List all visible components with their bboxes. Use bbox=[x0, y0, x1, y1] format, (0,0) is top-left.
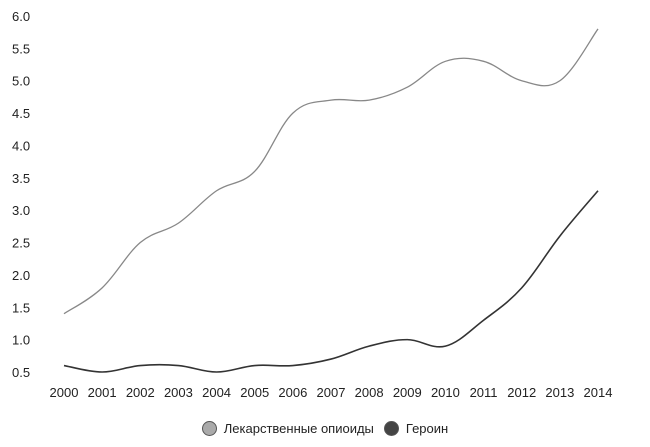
x-tick-label: 2004 bbox=[202, 385, 231, 400]
legend-item-heroin[interactable]: Героин bbox=[383, 421, 449, 436]
x-tick-label: 2010 bbox=[431, 385, 460, 400]
legend-item-prescription-opioids[interactable]: Лекарственные опиоиды bbox=[201, 421, 374, 436]
y-tick-label: 6.0 bbox=[12, 9, 30, 24]
y-tick-label: 4.5 bbox=[12, 106, 30, 121]
x-axis-tick-labels: 2000 2001 2002 2003 2004 2005 2006 2007 2008 2009… bbox=[50, 385, 613, 400]
y-tick-label: 5.0 bbox=[12, 74, 30, 89]
y-tick-label: 3.0 bbox=[12, 203, 30, 218]
y-tick-label: 5.5 bbox=[12, 41, 30, 56]
x-tick-label: 2000 bbox=[50, 385, 79, 400]
x-tick-label: 2002 bbox=[126, 385, 155, 400]
legend: Лекарственные опиоиды Героин bbox=[0, 421, 650, 436]
y-tick-label: 0.5 bbox=[12, 365, 30, 380]
y-tick-label: 4.0 bbox=[12, 138, 30, 153]
x-tick-label: 2006 bbox=[278, 385, 307, 400]
legend-swatch-icon bbox=[383, 421, 399, 436]
y-tick-label: 2.0 bbox=[12, 268, 30, 283]
x-tick-label: 2011 bbox=[470, 385, 498, 400]
legend-label: Лекарственные опиоиды bbox=[223, 421, 374, 436]
series-line-prescription-opioids bbox=[63, 28, 599, 315]
series-line-heroin bbox=[63, 190, 599, 373]
y-tick-label: 2.5 bbox=[12, 236, 30, 251]
x-tick-label: 2001 bbox=[88, 385, 117, 400]
legend-label: Героин bbox=[405, 421, 449, 436]
y-axis-tick-labels: 0.5 1.0 1.5 2.0 2.5 3.0 3.5 4.0 4.5 5.0 5.5 6.0 bbox=[12, 9, 30, 380]
x-tick-label: 2014 bbox=[584, 385, 613, 400]
legend-swatch-icon bbox=[201, 421, 217, 436]
x-tick-label: 2003 bbox=[164, 385, 193, 400]
y-tick-label: 1.0 bbox=[12, 333, 30, 348]
x-tick-label: 2007 bbox=[317, 385, 346, 400]
series-lines bbox=[63, 28, 599, 373]
y-tick-label: 1.5 bbox=[12, 300, 30, 315]
x-tick-label: 2008 bbox=[355, 385, 384, 400]
x-tick-label: 2009 bbox=[393, 385, 422, 400]
x-tick-label: 2013 bbox=[545, 385, 574, 400]
y-tick-label: 3.5 bbox=[12, 171, 30, 186]
x-tick-label: 2012 bbox=[507, 385, 536, 400]
x-tick-label: 2005 bbox=[240, 385, 269, 400]
